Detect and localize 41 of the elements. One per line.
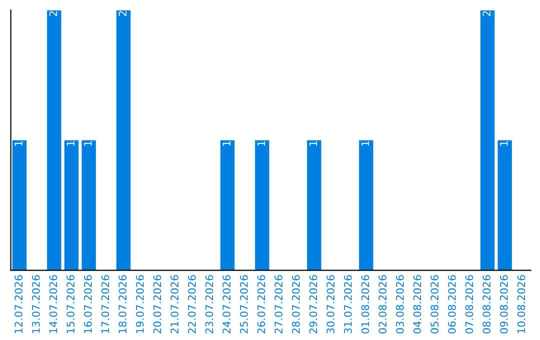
x-tick-label: 21.07.2026: [170, 275, 178, 334]
x-tick-label: 05.08.2026: [430, 275, 439, 334]
x-tick-label: 19.07.2026: [136, 275, 144, 333]
data-label: 2: [482, 11, 490, 16]
data-label: 1: [84, 141, 92, 146]
x-tick-label: 10.08.2026: [517, 275, 526, 333]
x-tick-label: 25.07.2026: [240, 275, 248, 334]
data-label: 1: [14, 141, 22, 146]
x-tick-label: 08.08.2026: [482, 275, 491, 334]
x-tick-label: 30.07.2026: [326, 275, 334, 334]
data-label: 1: [309, 141, 318, 146]
x-tick-label: 26.07.2026: [257, 275, 266, 334]
x-tick-label: 06.08.2026: [448, 275, 456, 334]
data-label: 1: [66, 141, 74, 146]
x-tick-label: 14.07.2026: [49, 275, 58, 333]
x-tick-label: 04.08.2026: [413, 275, 422, 334]
x-tick-label: 17.07.2026: [101, 275, 110, 333]
x-tick-label: 07.08.2026: [465, 275, 474, 334]
x-tick-label: 12.07.2026: [14, 275, 22, 333]
data-label: 1: [361, 141, 370, 146]
data-label: 2: [49, 11, 58, 16]
x-tick-label: 29.07.2026: [309, 275, 318, 334]
x-tick-label: 23.07.2026: [205, 275, 214, 334]
x-tick-label: 09.08.2026: [500, 275, 508, 334]
data-label: 1: [257, 141, 266, 146]
x-tick-label: 03.08.2026: [396, 275, 404, 334]
x-tick-label: 31.07.2026: [344, 275, 352, 334]
x-tick-label: 13.07.2026: [32, 275, 40, 333]
x-tick-label: 18.07.2026: [118, 275, 126, 333]
x-tick-label: 20.07.2026: [153, 275, 162, 334]
x-tick-label: 01.08.2026: [361, 275, 370, 334]
x-tick-label: 24.07.2026: [222, 275, 230, 334]
x-tick-label: 16.07.2026: [84, 275, 92, 333]
x-tick-label: 02.08.2026: [378, 275, 387, 334]
data-label: 2: [118, 11, 126, 16]
x-tick-label: 28.07.2026: [292, 275, 300, 334]
x-tick-label: 15.07.2026: [66, 275, 74, 333]
data-label: 1: [500, 141, 508, 146]
x-tick-label: 22.07.2026: [188, 275, 196, 334]
x-tick-label: 27.07.2026: [274, 275, 282, 334]
data-label: 1: [222, 141, 230, 146]
